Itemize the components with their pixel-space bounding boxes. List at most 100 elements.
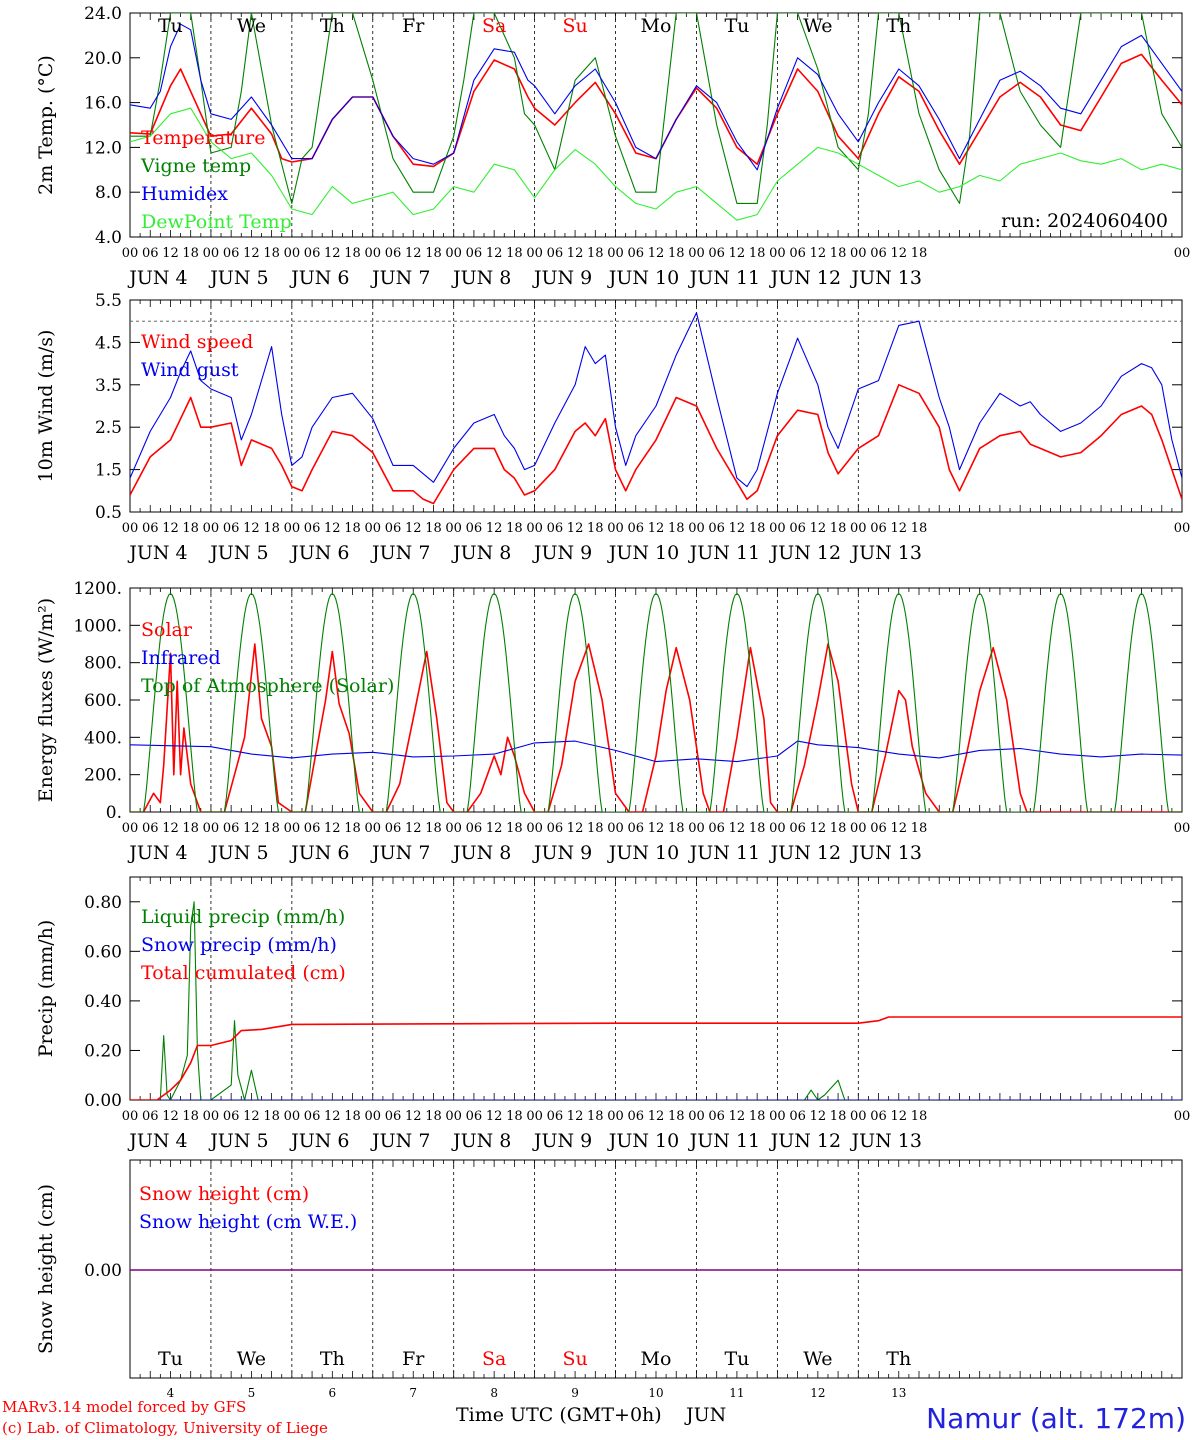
hour-label: 12 — [162, 1109, 179, 1124]
hour-label: 06 — [142, 821, 159, 836]
date-label: JUN 9 — [532, 842, 592, 864]
day-of-week-label: Th — [320, 1348, 345, 1370]
hour-label: 12 — [405, 1109, 422, 1124]
hour-label: 00 — [1174, 521, 1191, 536]
hour-label: 06 — [547, 521, 564, 536]
date-label: JUN 4 — [127, 842, 187, 864]
hour-label: 00 — [607, 521, 624, 536]
hour-label: 12 — [486, 521, 503, 536]
series-line-wind-speed — [130, 383, 1182, 505]
hour-label: 06 — [547, 246, 564, 261]
series-line-total-cumulated-cm- — [130, 1016, 1182, 1100]
day-of-week-label: We — [237, 1348, 266, 1370]
hour-label: 00 — [1174, 246, 1191, 261]
hour-label: 18 — [425, 821, 442, 836]
hour-label: 06 — [708, 1109, 725, 1124]
day-of-week-label: Sa — [482, 15, 506, 37]
day-number-label: 11 — [729, 1386, 744, 1400]
hour-label: 00 — [769, 246, 786, 261]
hour-label: 12 — [243, 1109, 260, 1124]
y-tick-label: 20.0 — [84, 49, 122, 69]
series-line-top-of-atmosphere-solar- — [130, 593, 1182, 812]
day-of-week-label: Su — [562, 1348, 587, 1370]
hour-label: 06 — [870, 246, 887, 261]
hour-label: 18 — [425, 246, 442, 261]
panel-frame — [129, 587, 1183, 813]
hour-label: 00 — [203, 1109, 220, 1124]
legend-entry: Total cumulated (cm) — [141, 962, 346, 984]
series-line-infrared — [130, 740, 1182, 763]
date-label: JUN 11 — [688, 542, 760, 564]
y-axis-label: Precip (mm/h) — [35, 920, 57, 1058]
hour-label: 00 — [445, 1109, 462, 1124]
hour-label: 06 — [627, 821, 644, 836]
hour-label: 00 — [122, 521, 139, 536]
legend-entry: Temperature — [141, 127, 265, 149]
hour-label: 18 — [668, 1109, 685, 1124]
hour-label: 06 — [385, 521, 402, 536]
legend-entry: Liquid precip (mm/h) — [141, 906, 345, 928]
hour-label: 18 — [182, 246, 199, 261]
date-label: JUN 7 — [370, 1130, 430, 1152]
hour-label: 00 — [850, 1109, 867, 1124]
hour-label: 12 — [890, 246, 907, 261]
y-tick-label: 0.5 — [95, 503, 122, 523]
series-group — [130, 593, 1182, 812]
hour-label: 12 — [890, 521, 907, 536]
series-line-humidex — [130, 23, 1182, 171]
date-label: JUN 10 — [607, 1130, 679, 1152]
hour-label: 18 — [182, 1109, 199, 1124]
legend-entry: Snow height (cm W.E.) — [139, 1211, 357, 1233]
hour-label: 18 — [749, 821, 766, 836]
hour-label: 06 — [466, 821, 483, 836]
series-line-solar — [130, 643, 1182, 812]
hour-label: 06 — [870, 521, 887, 536]
date-label: JUN 7 — [370, 542, 430, 564]
legend-entry: Snow height (cm) — [139, 1183, 309, 1205]
y-tick-label: 3.5 — [95, 376, 122, 396]
hour-label: 06 — [304, 246, 321, 261]
hour-label: 18 — [749, 1109, 766, 1124]
y-tick-label: 1000. — [73, 616, 122, 636]
hour-label: 00 — [769, 1109, 786, 1124]
y-tick-label: 0.00 — [84, 1261, 122, 1281]
hour-label: 12 — [890, 821, 907, 836]
hour-label: 06 — [223, 246, 240, 261]
series-group — [130, 312, 1182, 505]
hour-label: 00 — [122, 246, 139, 261]
hour-label: 12 — [162, 821, 179, 836]
hour-label: 06 — [627, 521, 644, 536]
hour-label: 06 — [385, 1109, 402, 1124]
hour-label: 06 — [789, 246, 806, 261]
hour-label: 18 — [668, 521, 685, 536]
hour-label: 18 — [506, 246, 523, 261]
hour-label: 12 — [162, 246, 179, 261]
hour-label: 00 — [284, 1109, 301, 1124]
day-number-label: 12 — [810, 1386, 825, 1400]
hour-label: 12 — [324, 821, 341, 836]
hour-label: 18 — [911, 246, 928, 261]
hour-label: 00 — [526, 521, 543, 536]
date-label: JUN 13 — [850, 842, 922, 864]
date-label: JUN 5 — [208, 542, 268, 564]
hour-label: 12 — [324, 246, 341, 261]
date-label: JUN 8 — [451, 542, 511, 564]
hour-label: 12 — [648, 1109, 665, 1124]
legend-entry: Solar — [141, 619, 193, 641]
hour-label: 00 — [526, 1109, 543, 1124]
date-label: JUN 10 — [607, 267, 679, 289]
hour-label: 00 — [203, 246, 220, 261]
hour-label: 06 — [789, 1109, 806, 1124]
hour-label: 06 — [385, 821, 402, 836]
hour-label: 00 — [203, 821, 220, 836]
hour-label: 18 — [911, 1109, 928, 1124]
hour-label: 18 — [830, 1109, 847, 1124]
legend-entry: Humidex — [141, 183, 228, 205]
day-of-week-label: Mo — [641, 1348, 672, 1370]
hour-label: 18 — [911, 521, 928, 536]
y-tick-label: 200. — [84, 766, 122, 786]
hour-label: 12 — [648, 246, 665, 261]
hour-label: 00 — [364, 1109, 381, 1124]
date-label: JUN 9 — [532, 542, 592, 564]
hour-label: 06 — [304, 521, 321, 536]
